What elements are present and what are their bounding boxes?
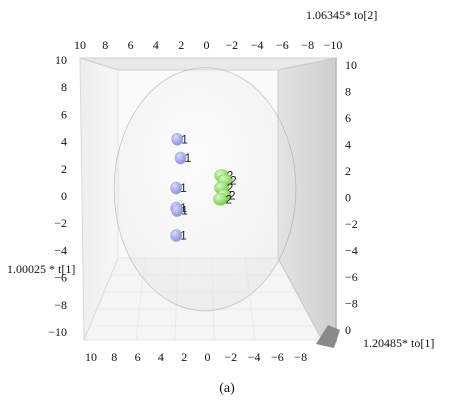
right-tick-label: 6 — [345, 111, 351, 125]
left-tick-label: −4 — [54, 243, 67, 257]
data-point-series-1 — [170, 229, 182, 242]
bottom-tick-label: 2 — [181, 350, 187, 364]
data-point-label: 2 — [227, 169, 234, 183]
data-point-label: 1 — [180, 229, 187, 243]
bottom-tick-label: 8 — [111, 350, 117, 364]
axis-origin-marker — [316, 325, 340, 348]
data-point-series-1 — [174, 151, 187, 165]
data-point-series-1 — [171, 132, 184, 146]
left-tick-label: 2 — [61, 162, 67, 176]
left-tick-label: −10 — [48, 325, 67, 339]
bottom-tick-label: 6 — [135, 350, 141, 364]
top-tick-label: 2 — [178, 38, 184, 52]
data-point-label: 2 — [226, 192, 233, 206]
z-axis-title: 1.20485* to[1] — [363, 336, 434, 350]
bottom-tick-label: −8 — [294, 350, 307, 364]
data-point-label: 2 — [227, 181, 234, 195]
left-tick-label: −6 — [54, 271, 67, 285]
data-point-label: 1 — [181, 204, 188, 218]
data-point-label: 1 — [181, 132, 188, 146]
left-tick-label: 0 — [61, 189, 67, 203]
confidence-ellipse — [113, 67, 297, 312]
left-tick-label: −8 — [54, 298, 67, 312]
data-point-label: 1 — [180, 181, 187, 195]
bottom-tick-label: 0 — [205, 350, 211, 364]
data-point-label: 1 — [180, 201, 187, 215]
top-tick-label: −10 — [324, 38, 343, 52]
right-tick-label: 8 — [345, 85, 351, 99]
right-tick-label: −4 — [345, 244, 358, 258]
left-tick-label: 8 — [61, 80, 67, 94]
data-point-series-2 — [213, 192, 228, 206]
data-point-series-1 — [171, 204, 184, 217]
right-tick-label: −2 — [345, 217, 358, 231]
top-tick-label: 6 — [128, 38, 134, 52]
bottom-tick-label: −4 — [248, 350, 261, 364]
top-tick-label: 4 — [153, 38, 159, 52]
right-tick-label: −6 — [345, 270, 358, 284]
right-tick-label: 0 — [345, 323, 351, 337]
left-axis-ticks: 10 8 6 4 2 0 −2 −4 −6 −8 −10 — [48, 53, 67, 339]
bottom-tick-label: −6 — [271, 350, 284, 364]
left-tick-label: 10 — [55, 53, 67, 67]
right-tick-label: 4 — [345, 138, 351, 152]
right-tick-label: 2 — [345, 164, 351, 178]
figure-caption: (a) — [219, 381, 235, 396]
top-tick-label: 10 — [74, 38, 86, 52]
data-point-label: 1 — [185, 151, 192, 165]
bottom-tick-label: −2 — [224, 350, 237, 364]
top-tick-label: −4 — [251, 38, 264, 52]
top-tick-label: −6 — [276, 38, 289, 52]
left-tick-label: 4 — [61, 135, 67, 149]
top-axis-ticks: 10 8 6 4 2 0 −2 −4 −6 −8 −10 — [74, 38, 342, 52]
top-tick-label: 8 — [102, 38, 108, 52]
y-axis-title: 1.00025 * t[1] — [7, 262, 75, 276]
right-tick-label: 0 — [345, 191, 351, 205]
x-axis-title: 1.06345* to[2] — [306, 8, 377, 22]
right-axis-ticks: 10 8 6 4 2 0 −2 −4 −6 −8 0 — [345, 58, 358, 337]
data-point-label: 2 — [229, 189, 236, 203]
right-tick-label: −8 — [345, 297, 358, 311]
left-tick-label: −2 — [54, 216, 67, 230]
right-tick-label: 10 — [345, 58, 357, 72]
bottom-tick-label: 4 — [158, 350, 164, 364]
bottom-axis-ticks: 10 8 6 4 2 0 −2 −4 −6 −8 — [85, 350, 307, 364]
left-tick-label: 6 — [61, 107, 67, 121]
top-tick-label: −2 — [225, 38, 238, 52]
data-point-series-1 — [170, 181, 182, 195]
top-tick-label: 0 — [204, 38, 210, 52]
data-point-label: 2 — [230, 174, 237, 188]
top-tick-label: −8 — [301, 38, 314, 52]
bottom-tick-label: 10 — [85, 350, 97, 364]
